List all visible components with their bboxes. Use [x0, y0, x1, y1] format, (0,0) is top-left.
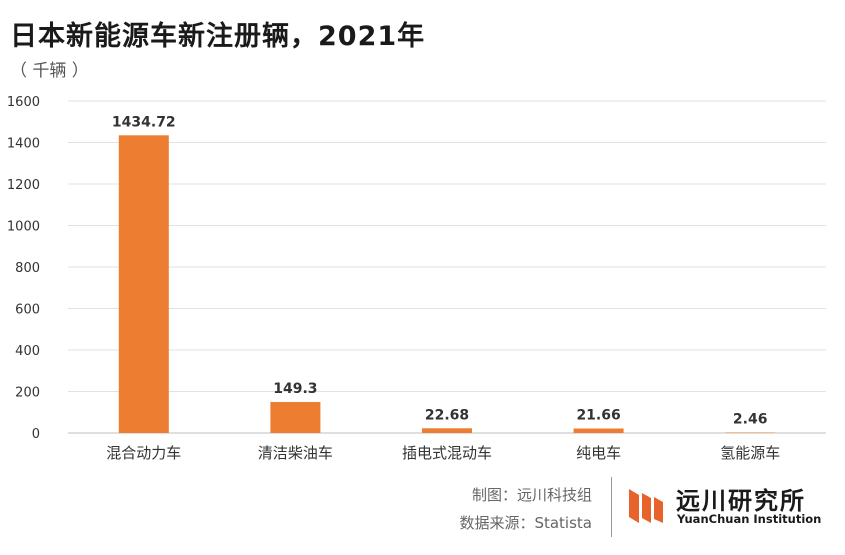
bar	[725, 432, 776, 433]
gridlines	[68, 100, 826, 434]
bar	[422, 428, 472, 433]
x-tick-label: 纯电车	[576, 444, 621, 462]
value-labels: 1434.72 149.3 22.68 21.66 2.46	[112, 114, 768, 427]
y-tick-label: 1600	[7, 95, 40, 110]
bar	[118, 135, 169, 433]
y-tick-label: 0	[32, 427, 40, 442]
bars	[118, 135, 776, 433]
value-label: 2.46	[733, 411, 768, 427]
x-tick-labels: 混合动力车 清洁柴油车 插电式混动车 纯电车 氢能源车	[106, 444, 780, 462]
value-label: 21.66	[576, 408, 620, 424]
bar	[270, 402, 321, 433]
y-tick-label: 1400	[7, 137, 40, 152]
x-tick-label: 混合动力车	[106, 444, 181, 462]
value-label: 149.3	[273, 381, 317, 397]
value-label: 22.68	[425, 407, 469, 423]
y-tick-label: 800	[15, 261, 40, 276]
bar	[573, 428, 624, 433]
unit-label: （ 千辆 ）	[10, 61, 89, 81]
x-tick-label: 氢能源车	[720, 444, 780, 462]
y-tick-label: 200	[15, 386, 40, 401]
y-tick-label: 400	[15, 344, 40, 359]
chart-title: 日本新能源车新注册辆，2021年	[10, 21, 426, 52]
value-label: 1434.72	[112, 114, 176, 130]
y-tick-labels: 0 200 400 600 800 1000 1200 1400 1600	[7, 95, 40, 442]
y-tick-label: 600	[15, 303, 40, 318]
y-tick-label: 1000	[7, 220, 40, 235]
x-tick-label: 清洁柴油车	[258, 444, 333, 462]
y-tick-label: 1200	[7, 178, 40, 193]
x-tick-label: 插电式混动车	[402, 444, 492, 462]
